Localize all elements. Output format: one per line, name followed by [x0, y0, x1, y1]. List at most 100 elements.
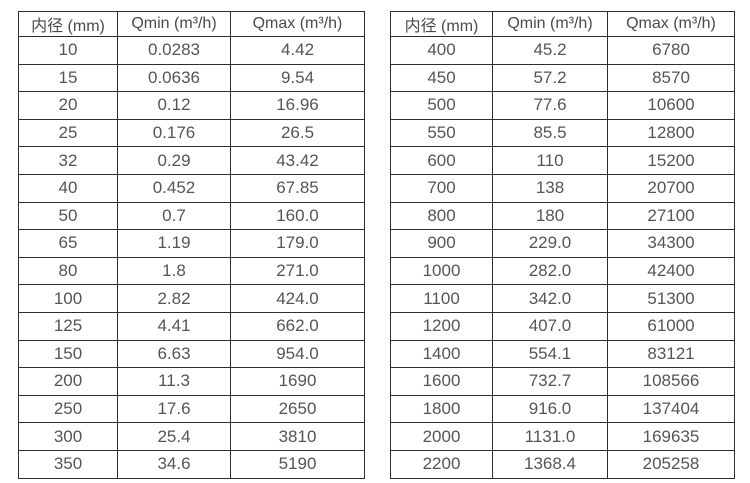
- table-cell: 77.6: [492, 91, 608, 120]
- table-cell: 15: [18, 63, 118, 93]
- table-cell: 4.41: [117, 311, 231, 341]
- header-row: 内径 (mm) Qmin (m³/h) Qmax (m³/h): [18, 11, 365, 37]
- table-cell: 2200: [390, 449, 493, 479]
- table-cell: 0.0283: [117, 36, 231, 65]
- table-row: 20 0.12 16.96: [18, 91, 365, 120]
- table-row: 1000 282.0 42400: [390, 256, 735, 286]
- table-cell: 550: [390, 118, 493, 148]
- table-cell: 20700: [607, 173, 735, 203]
- column-header: 内径 (mm): [390, 11, 493, 37]
- table-cell: 954.0: [230, 339, 365, 369]
- table-row: 80 1.8 271.0: [18, 256, 365, 286]
- table-cell: 125: [18, 311, 118, 341]
- table-cell: 8570: [607, 63, 735, 93]
- table-cell: 0.29: [117, 146, 231, 175]
- table-cell: 600: [390, 146, 493, 175]
- table-cell: 1.19: [117, 229, 231, 258]
- table-cell: 27100: [607, 201, 735, 231]
- table-cell: 0.12: [117, 91, 231, 120]
- table-cell: 300: [18, 422, 118, 451]
- table-cell: 67.85: [230, 173, 365, 203]
- table-row: 1800 916.0 137404: [390, 394, 735, 424]
- table-cell: 205258: [607, 449, 735, 479]
- table-cell: 1800: [390, 394, 493, 424]
- table-cell: 1000: [390, 256, 493, 286]
- table-cell: 350: [18, 449, 118, 479]
- table-row: 500 77.6 10600: [390, 91, 735, 120]
- table-cell: 407.0: [492, 311, 608, 341]
- table-cell: 85.5: [492, 118, 608, 148]
- table-cell: 271.0: [230, 256, 365, 286]
- table-row: 125 4.41 662.0: [18, 311, 365, 341]
- table-row: 1100 342.0 51300: [390, 284, 735, 313]
- table-row: 40 0.452 67.85: [18, 173, 365, 203]
- table-row: 150 6.63 954.0: [18, 339, 365, 369]
- table-cell: 1368.4: [492, 449, 608, 479]
- column-header: 内径 (mm): [18, 11, 118, 37]
- table-cell: 108566: [607, 367, 735, 396]
- table-cell: 34300: [607, 229, 735, 258]
- table-cell: 9.54: [230, 63, 365, 93]
- table-cell: 150: [18, 339, 118, 369]
- table-row: 700 138 20700: [390, 173, 735, 203]
- table-row: 10 0.0283 4.42: [18, 36, 365, 65]
- table-cell: 180: [492, 201, 608, 231]
- table-cell: 450: [390, 63, 493, 93]
- table-cell: 16.96: [230, 91, 365, 120]
- table-cell: 57.2: [492, 63, 608, 93]
- table-cell: 424.0: [230, 284, 365, 313]
- flow-table-large-diameters: 内径 (mm) Qmin (m³/h) Qmax (m³/h) 400 45.2 678…: [390, 11, 735, 479]
- table-cell: 138: [492, 173, 608, 203]
- table-cell: 110: [492, 146, 608, 175]
- table-cell: 554.1: [492, 339, 608, 369]
- column-header: Qmin (m³/h): [117, 11, 231, 37]
- table-cell: 179.0: [230, 229, 365, 258]
- table-cell: 25.4: [117, 422, 231, 451]
- table-cell: 25: [18, 118, 118, 148]
- table-cell: 900: [390, 229, 493, 258]
- table-cell: 2000: [390, 422, 493, 451]
- table-cell: 229.0: [492, 229, 608, 258]
- table-cell: 1600: [390, 367, 493, 396]
- table-row: 2200 1368.4 205258: [390, 449, 735, 479]
- table-cell: 17.6: [117, 394, 231, 424]
- table-cell: 700: [390, 173, 493, 203]
- table-row: 25 0.176 26.5: [18, 118, 365, 148]
- table-row: 15 0.0636 9.54: [18, 63, 365, 93]
- table-cell: 200: [18, 367, 118, 396]
- table-cell: 0.176: [117, 118, 231, 148]
- table-cell: 169635: [607, 422, 735, 451]
- table-cell: 10: [18, 36, 118, 65]
- table-cell: 1100: [390, 284, 493, 313]
- table-cell: 282.0: [492, 256, 608, 286]
- table-cell: 500: [390, 91, 493, 120]
- table-cell: 80: [18, 256, 118, 286]
- table-row: 550 85.5 12800: [390, 118, 735, 148]
- table-row: 600 110 15200: [390, 146, 735, 175]
- table-body: 10 0.0283 4.42 15 0.0636 9.54 20 0.12 16.96 25 0.1…: [18, 36, 365, 479]
- column-header: Qmax (m³/h): [230, 11, 365, 37]
- table-cell: 26.5: [230, 118, 365, 148]
- table-cell: 3810: [230, 422, 365, 451]
- table-cell: 12800: [607, 118, 735, 148]
- table-row: 450 57.2 8570: [390, 63, 735, 93]
- table-row: 1600 732.7 108566: [390, 367, 735, 396]
- table-cell: 83121: [607, 339, 735, 369]
- table-cell: 160.0: [230, 201, 365, 231]
- table-cell: 342.0: [492, 284, 608, 313]
- table-cell: 100: [18, 284, 118, 313]
- table-row: 800 180 27100: [390, 201, 735, 231]
- table-row: 350 34.6 5190: [18, 449, 365, 479]
- table-cell: 800: [390, 201, 493, 231]
- table-cell: 61000: [607, 311, 735, 341]
- table-cell: 6.63: [117, 339, 231, 369]
- table-cell: 0.452: [117, 173, 231, 203]
- table-row: 250 17.6 2650: [18, 394, 365, 424]
- table-cell: 916.0: [492, 394, 608, 424]
- table-cell: 1131.0: [492, 422, 608, 451]
- flow-table-small-diameters: 内径 (mm) Qmin (m³/h) Qmax (m³/h) 10 0.0283 4.…: [18, 11, 365, 479]
- table-body: 400 45.2 6780 450 57.2 8570 500 77.6 10600 550 85.…: [390, 36, 735, 479]
- table-cell: 1200: [390, 311, 493, 341]
- table-cell: 6780: [607, 36, 735, 65]
